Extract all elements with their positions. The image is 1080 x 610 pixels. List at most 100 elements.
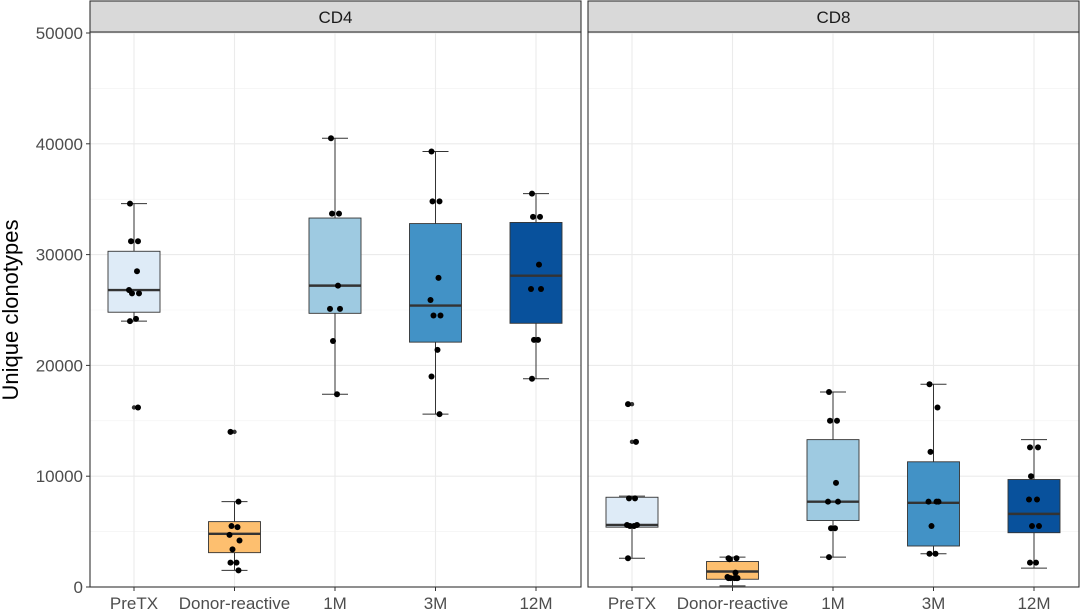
y-axis-title: Unique clonotypes [0,219,23,400]
data-point [528,285,534,292]
data-point [228,523,235,530]
data-point [832,525,838,532]
box-iqr [605,496,659,528]
box-1m [806,388,860,561]
data-point [633,438,639,445]
facet-strip-label: CD8 [816,8,850,27]
data-point [733,575,740,582]
data-point [1033,559,1039,566]
outlier-point [629,439,635,445]
data-point [826,554,832,561]
x-tick-label: PreTX [608,594,656,610]
facet-strip [587,0,1080,33]
y-tick-label: 40000 [36,135,83,154]
x-tick-label: PreTX [110,594,158,610]
data-point [234,524,241,531]
x-tick-label: 1M [323,594,347,610]
data-point [825,498,831,505]
box-1m [308,135,362,398]
box-3m [409,148,462,418]
y-tick-label: 20000 [36,356,83,375]
box-12m [509,190,563,382]
box-iqr [509,222,563,324]
x-tick-label: Donor-reactive [179,594,291,610]
data-point [535,336,541,343]
data-point [625,401,631,408]
x-tick-label: 3M [424,594,448,610]
box-pretx [605,401,659,562]
data-point [934,404,941,411]
data-point [1036,523,1042,530]
data-point [233,559,240,566]
data-point [732,569,739,576]
y-tick-label: 0 [74,578,83,597]
data-point [133,315,139,322]
data-point [429,198,436,205]
facet-strip-label: CD4 [318,8,352,27]
y-tick-label: 50000 [36,24,83,43]
data-point [835,498,841,505]
data-point [935,498,942,505]
data-point [128,238,134,245]
data-point [134,268,140,275]
data-point [135,238,141,245]
data-point [626,495,632,502]
data-point [1026,496,1032,503]
box-3m [907,381,960,557]
data-point [826,388,832,395]
panel-cd8: PreTX Donor-reactive 1M 3M 12M CD8 [587,0,1080,610]
data-point [235,498,242,505]
data-point [227,559,234,566]
data-point [427,297,434,304]
panel-cd4: PreTX Donor-reactive 1M 3M 12M CD4 0 10000 20000… [36,0,582,610]
data-point [530,213,536,220]
data-point [434,346,441,353]
box-donor-reactive [208,428,261,574]
data-point [529,190,535,197]
data-point [536,261,542,268]
data-point [329,210,335,217]
data-point [330,338,336,345]
outlier-point [232,429,237,435]
data-point [136,290,142,297]
data-point [135,404,141,411]
x-tick-label: 3M [922,594,946,610]
data-point [227,428,234,435]
data-point [328,135,334,142]
x-tick-label: 12M [519,594,552,610]
data-point [430,312,437,319]
data-point [733,555,740,562]
data-point [1027,559,1033,566]
data-point [631,523,637,530]
data-point [834,417,840,424]
outlier-point [131,405,137,410]
data-point [127,318,133,325]
data-point [925,498,932,505]
x-tick-label: 1M [821,594,845,610]
box-12m [1007,439,1061,569]
data-point [625,555,631,562]
data-point [428,148,435,155]
data-point [1028,473,1034,480]
data-point [129,290,135,297]
data-point [932,550,939,557]
y-tick-label: 10000 [36,467,83,486]
data-point [229,546,236,553]
data-point [927,448,934,455]
data-point [537,213,543,220]
data-point [127,200,133,207]
data-point [235,567,242,574]
data-point [726,556,733,563]
box-iqr [308,217,362,314]
data-point [928,523,935,530]
data-point [436,411,443,418]
data-point [529,375,535,382]
data-point [1034,496,1040,503]
data-point [335,282,341,289]
data-point [334,391,340,398]
y-tick-label: 30000 [36,246,83,265]
data-point [632,495,638,502]
data-point [437,312,444,319]
data-point [337,305,343,312]
